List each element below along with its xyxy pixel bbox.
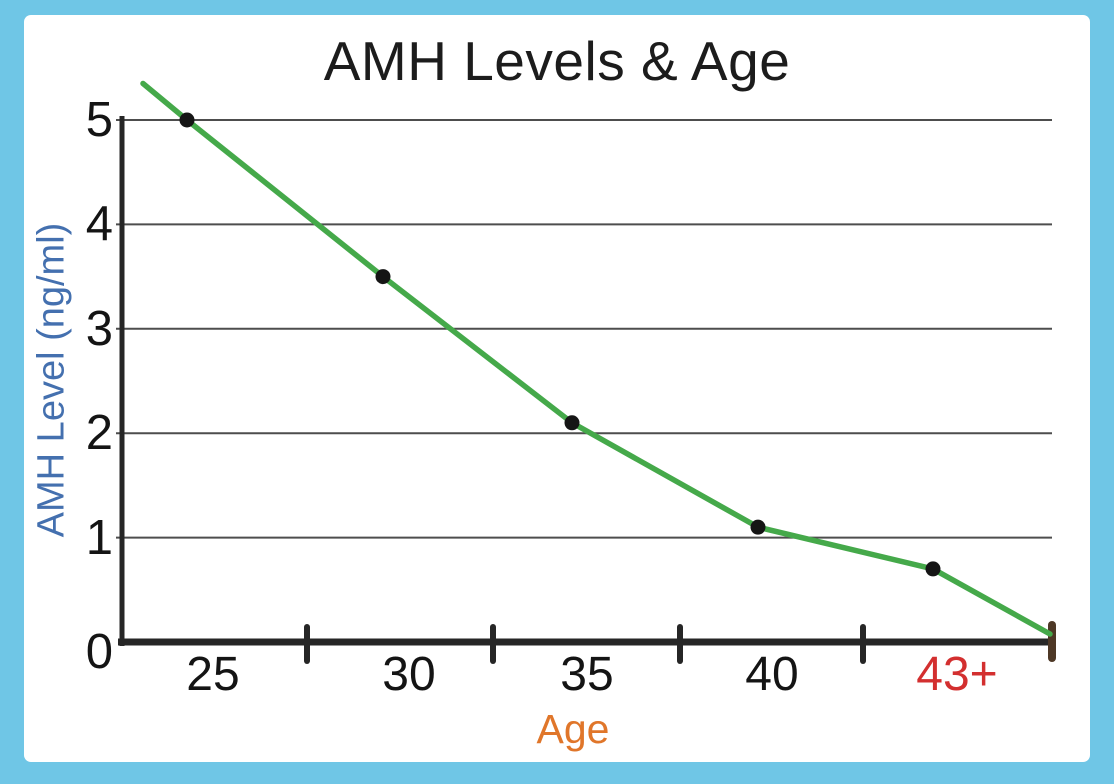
x-tick-label: 35 (560, 648, 614, 701)
data-point (375, 269, 391, 285)
data-point (179, 112, 195, 128)
data-point (925, 561, 941, 577)
x-tick-label: 43+ (916, 648, 998, 701)
data-point (750, 519, 766, 535)
chart-panel (24, 15, 1090, 762)
y-tick-label: 3 (85, 301, 113, 356)
x-tick-label: 25 (186, 648, 240, 701)
y-tick-label: 1 (85, 510, 113, 565)
data-point (564, 415, 580, 431)
x-axis-title: Age (536, 706, 610, 752)
y-tick-label: 4 (85, 197, 113, 252)
y-tick-label: 2 (85, 406, 113, 461)
x-tick-label: 30 (382, 648, 436, 701)
amh-line (140, 80, 1053, 637)
y-tick-label: 0 (85, 625, 113, 679)
y-tick-label: 5 (85, 93, 113, 147)
chart-title: AMH Levels & Age (323, 30, 791, 92)
x-tick-label: 40 (745, 648, 799, 701)
